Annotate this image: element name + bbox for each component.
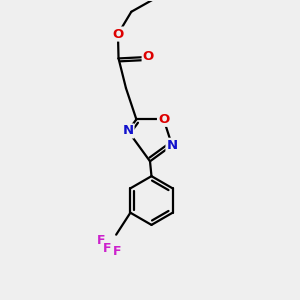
Text: O: O	[142, 50, 154, 63]
Text: F: F	[112, 244, 121, 257]
Text: N: N	[167, 139, 178, 152]
Text: O: O	[158, 113, 169, 126]
Text: O: O	[112, 28, 124, 40]
Text: F: F	[97, 234, 105, 247]
Text: F: F	[103, 242, 112, 255]
Text: N: N	[122, 124, 134, 137]
